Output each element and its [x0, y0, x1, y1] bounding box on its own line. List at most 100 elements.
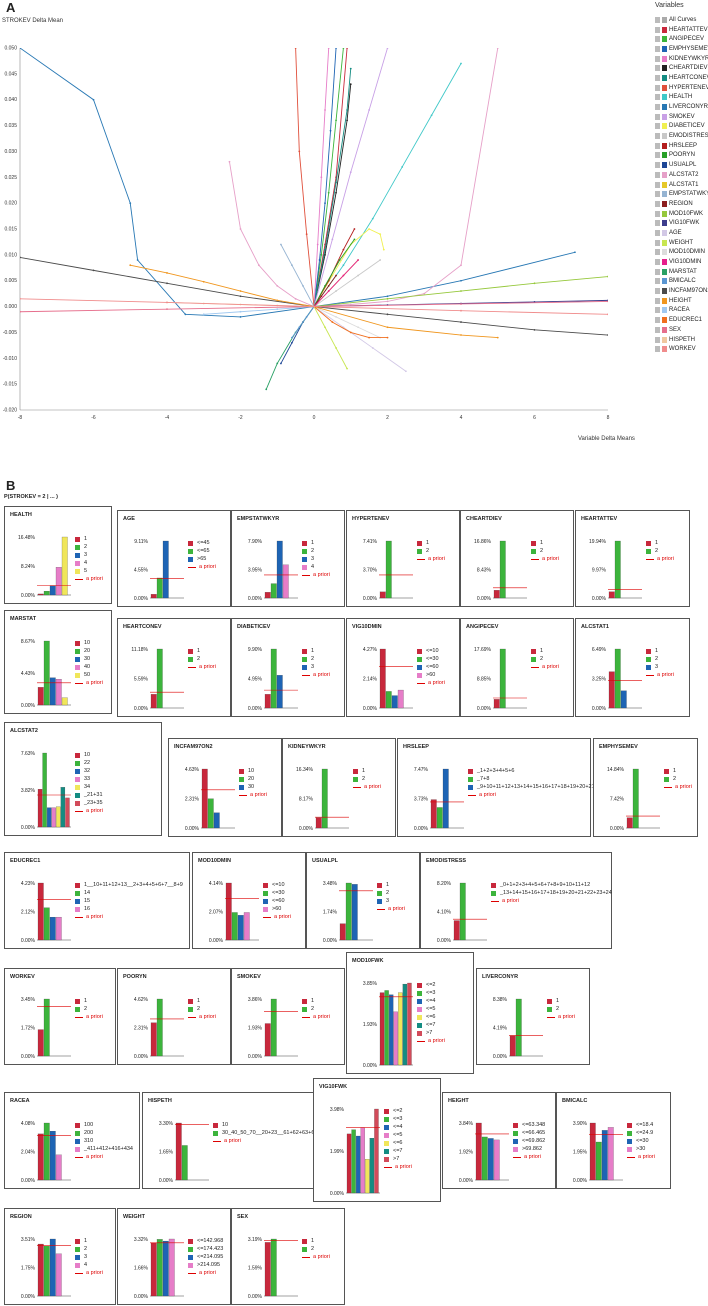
- legend-checkbox[interactable]: [655, 16, 660, 23]
- legend-item[interactable]: EMPHYSEMEV: [655, 44, 708, 54]
- series-point: [368, 336, 371, 339]
- bar-_0+1+2+3+4+5+6+7+8+9+10+11+12: [453, 920, 460, 941]
- bar-legend-swatch: [417, 548, 422, 554]
- legend-item[interactable]: HISPETH: [655, 335, 708, 345]
- bar-legend-label: 1: [362, 768, 366, 774]
- legend-item[interactable]: WEIGHT: [655, 238, 708, 248]
- bar-legend-swatch: [75, 800, 80, 806]
- legend-checkbox[interactable]: [655, 268, 660, 275]
- legend-item[interactable]: HYPERTENEV: [655, 83, 708, 93]
- legend-checkbox[interactable]: [655, 26, 660, 33]
- bar-legend-label: <=24.9: [636, 1130, 654, 1136]
- legend-checkbox[interactable]: [655, 259, 660, 266]
- legend-item[interactable]: MOD10DMIN: [655, 248, 708, 258]
- legend-checkbox[interactable]: [655, 94, 660, 101]
- legend-item[interactable]: ALCSTAT1: [655, 180, 708, 190]
- legend-checkbox[interactable]: [655, 162, 660, 169]
- bar-3: [351, 884, 358, 941]
- legend-item[interactable]: HEIGHT: [655, 296, 708, 306]
- bar-legend-label: <=63.348: [522, 1122, 546, 1128]
- legend-item[interactable]: HEARTCONEV: [655, 73, 708, 83]
- legend-checkbox[interactable]: [655, 123, 660, 130]
- legend-item[interactable]: EDUCREC1: [655, 315, 708, 325]
- legend-checkbox[interactable]: [655, 210, 660, 217]
- legend-label: LIVERCONYR: [669, 104, 708, 111]
- legend-item[interactable]: USUALPL: [655, 160, 708, 170]
- series-point: [239, 316, 242, 318]
- legend-checkbox[interactable]: [655, 317, 660, 324]
- legend-item[interactable]: ANGIPECEV: [655, 34, 708, 44]
- bar-legend-swatch: [302, 998, 307, 1004]
- legend-checkbox[interactable]: [655, 191, 660, 198]
- legend-checkbox[interactable]: [655, 133, 660, 140]
- bar-legend-item: 1__10+11+12+13__2+3+4+5+6+7__8+9: [75, 881, 183, 889]
- legend-item[interactable]: EMODISTRESS: [655, 131, 708, 141]
- bar-legend-item: 1: [531, 647, 559, 655]
- legend-checkbox[interactable]: [655, 84, 660, 91]
- legend-item[interactable]: MOD10FWK: [655, 209, 708, 219]
- legend-checkbox[interactable]: [655, 55, 660, 62]
- series-point: [276, 299, 279, 302]
- legend-checkbox[interactable]: [655, 307, 660, 314]
- legend-swatch: [662, 239, 667, 246]
- legend-checkbox[interactable]: [655, 288, 660, 295]
- legend-item[interactable]: KIDNEYWKYR: [655, 54, 708, 64]
- y-tick-label: 4.55%: [134, 567, 149, 573]
- legend-checkbox[interactable]: [655, 181, 660, 188]
- legend-checkbox[interactable]: [655, 36, 660, 43]
- bar-_9+10+11+12+13+14+15+16+17+18+19+20+21+22+23+24: [442, 768, 449, 829]
- legend-item[interactable]: REGION: [655, 199, 708, 209]
- legend-item[interactable]: BMICALC: [655, 277, 708, 287]
- legend-item[interactable]: INCFAM97ON2: [655, 286, 708, 296]
- legend-item[interactable]: HEARTATTEV: [655, 25, 708, 35]
- bar-legend-swatch: [491, 882, 496, 888]
- legend-checkbox[interactable]: [655, 142, 660, 149]
- legend-item[interactable]: MARSTAT: [655, 267, 708, 277]
- legend-item[interactable]: EMPSTATWKYR: [655, 189, 708, 199]
- legend-checkbox[interactable]: [655, 326, 660, 333]
- legend-checkbox[interactable]: [655, 239, 660, 246]
- bar-chart: 3.45% 1.72% 0.00%: [21, 997, 71, 1060]
- bar-chart: 4.27% 2.14% 0.00%: [363, 647, 413, 712]
- legend-checkbox[interactable]: [655, 220, 660, 227]
- legend-item[interactable]: SMOKEV: [655, 112, 708, 122]
- legend-item[interactable]: AGE: [655, 228, 708, 238]
- bar-2: [270, 583, 277, 599]
- legend-checkbox[interactable]: [655, 297, 660, 304]
- legend-checkbox[interactable]: [655, 346, 660, 353]
- legend-item[interactable]: LIVERCONYR: [655, 102, 708, 112]
- legend-item[interactable]: DIABETICEV: [655, 122, 708, 132]
- legend-checkbox[interactable]: [655, 278, 660, 285]
- bar-<=30: [231, 912, 238, 941]
- legend-item[interactable]: CHEARTDIEV: [655, 63, 708, 73]
- legend-item[interactable]: WORKEV: [655, 344, 708, 354]
- legend-checkbox[interactable]: [655, 74, 660, 81]
- legend-swatch: [662, 113, 667, 120]
- legend-checkbox[interactable]: [655, 152, 660, 159]
- bar-legend-swatch: [353, 768, 358, 774]
- series-point: [335, 181, 337, 184]
- legend-checkbox[interactable]: [655, 104, 660, 111]
- apriori-dash-icon: [664, 786, 672, 788]
- legend-checkbox[interactable]: [655, 229, 660, 236]
- legend-item[interactable]: VIG10DMIN: [655, 257, 708, 267]
- legend-item[interactable]: POORYN: [655, 151, 708, 161]
- bar-panel-title: EDUCREC1: [10, 858, 41, 864]
- legend-swatch: [662, 162, 667, 169]
- legend-checkbox[interactable]: [655, 336, 660, 343]
- legend-item[interactable]: HEALTH: [655, 93, 708, 103]
- legend-checkbox[interactable]: [655, 113, 660, 120]
- legend-checkbox[interactable]: [655, 45, 660, 52]
- legend-item[interactable]: SEX: [655, 325, 708, 335]
- legend-checkbox[interactable]: [655, 65, 660, 72]
- bar-panel-title: REGION: [10, 1214, 32, 1220]
- legend-checkbox[interactable]: [655, 249, 660, 256]
- legend-item[interactable]: VIG10FWK: [655, 218, 708, 228]
- bar-legend-swatch: [417, 540, 422, 546]
- legend-checkbox[interactable]: [655, 171, 660, 178]
- legend-item[interactable]: RACEA: [655, 306, 708, 316]
- legend-item[interactable]: All Curves: [655, 15, 708, 25]
- legend-checkbox[interactable]: [655, 200, 660, 207]
- legend-item[interactable]: HRSLEEP: [655, 141, 708, 151]
- legend-item[interactable]: ALCSTAT2: [655, 170, 708, 180]
